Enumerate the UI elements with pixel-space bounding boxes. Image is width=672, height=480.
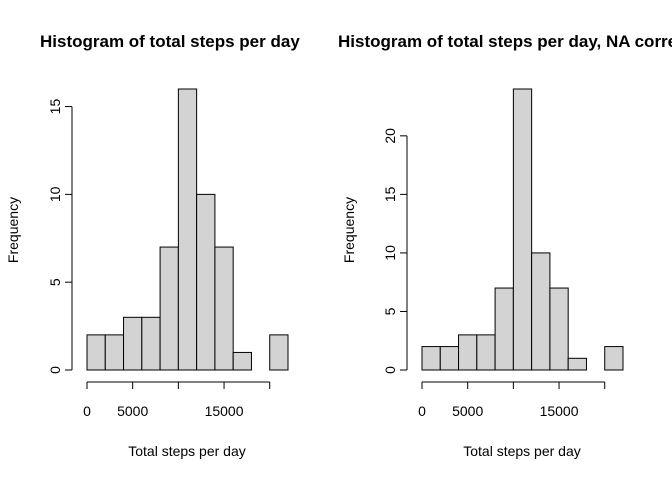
y-tick-label: 5 bbox=[47, 278, 63, 286]
title-backdrop bbox=[38, 31, 338, 53]
y-tick-label: 0 bbox=[382, 366, 398, 374]
histogram-bar bbox=[421, 346, 441, 371]
histogram-bar bbox=[604, 346, 624, 371]
y-tick-label: 20 bbox=[382, 128, 398, 144]
histogram-bar bbox=[512, 88, 533, 371]
histogram-bar bbox=[458, 334, 478, 371]
x-tick-label: 15000 bbox=[540, 403, 579, 419]
x-tick-label: 15000 bbox=[205, 403, 244, 419]
histogram-bar bbox=[269, 334, 289, 371]
histogram-bar bbox=[439, 346, 460, 371]
x-tick-label: 5000 bbox=[452, 403, 483, 419]
histogram-bar bbox=[476, 334, 496, 371]
histogram-bar bbox=[531, 252, 551, 371]
chart-title: Histogram of total steps per day, NA cor… bbox=[338, 32, 672, 51]
histogram-bar bbox=[494, 287, 514, 371]
x-tick-label: 0 bbox=[418, 403, 426, 419]
x-axis-label: Total steps per day bbox=[128, 443, 246, 459]
y-tick-label: 15 bbox=[47, 99, 63, 115]
y-tick-label: 15 bbox=[382, 186, 398, 202]
y-axis-label: Frequency bbox=[341, 197, 357, 263]
histogram-bar bbox=[159, 246, 179, 371]
histogram-bar bbox=[549, 287, 569, 371]
histogram-bar bbox=[141, 316, 161, 371]
y-axis-label: Frequency bbox=[5, 197, 21, 263]
histogram-bar bbox=[104, 334, 125, 371]
y-tick-label: 10 bbox=[47, 186, 63, 202]
x-tick-label: 5000 bbox=[117, 403, 148, 419]
histogram-panel-original: 0 5 10 15 0 5000 15000 Total steps per day Frequ… bbox=[5, 31, 338, 459]
histogram-bar bbox=[214, 246, 234, 371]
histogram-bar bbox=[123, 316, 143, 371]
x-axis-label: Total steps per day bbox=[463, 443, 581, 459]
histogram-panel-na-corrected: 0 5 10 15 20 0 5000 15000 Total steps per day Fre… bbox=[338, 32, 672, 459]
y-tick-label: 0 bbox=[47, 366, 63, 374]
histogram-bar bbox=[177, 88, 198, 371]
histogram-bar bbox=[567, 357, 587, 371]
histogram-bar bbox=[196, 193, 216, 371]
chart-title: Histogram of total steps per day bbox=[40, 32, 300, 51]
y-tick-label: 5 bbox=[382, 307, 398, 315]
histogram-bar bbox=[232, 351, 252, 371]
x-tick-label: 0 bbox=[83, 403, 91, 419]
histogram-bar bbox=[86, 334, 106, 371]
y-tick-label: 10 bbox=[382, 245, 398, 261]
